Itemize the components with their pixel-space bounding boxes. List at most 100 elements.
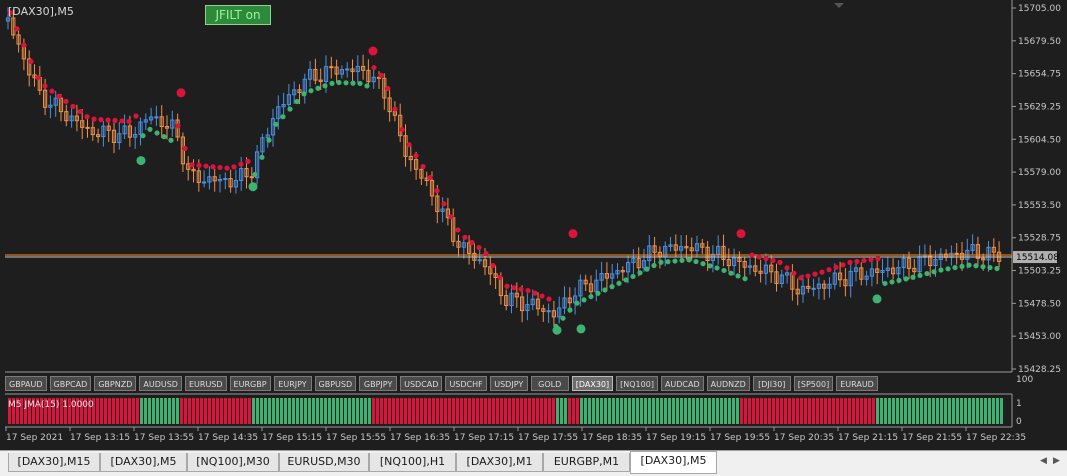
trend-dot [525,288,531,294]
trend-dot [427,174,433,181]
indicator-bar [244,398,247,424]
symbol-button[interactable]: [DJI30] [752,376,791,391]
candle-body [212,176,217,182]
chart-tab[interactable]: [NQ100],H1 [369,453,456,472]
indicator-bar [164,398,167,424]
indicator-bar [508,398,511,424]
symbol-button[interactable]: GBPAUD [5,376,47,391]
candle-body [827,283,832,289]
tab-scroll-left-icon[interactable]: ◀ [1040,456,1047,466]
chart-tab[interactable]: [DAX30],M1 [456,453,543,472]
symbol-button[interactable]: EURGBP [229,376,271,391]
chart-tab[interactable]: [DAX30],M5 [630,451,717,474]
chart-tab[interactable]: EURUSD,M30 [279,453,369,472]
trend-dot [518,286,524,292]
candle-body [509,292,514,307]
indicator-bar [448,398,451,424]
candle-body [419,168,424,179]
trend-dot [182,145,188,152]
candle-body [588,283,594,293]
indicator-bar [892,398,895,424]
candle-body [620,270,625,273]
indicator-bar [856,398,859,424]
indicator-bar [692,398,695,424]
symbol-button[interactable]: EURAUD [836,376,878,391]
indicator-bar [940,398,943,424]
candle-body [482,259,488,268]
symbol-button[interactable]: EURJPY [273,376,312,391]
jfilt-toggle-button[interactable]: JFILT on [205,5,271,25]
chart-tab[interactable]: [NQ100],M30 [187,453,279,472]
chart-tab[interactable]: [DAX30],M15 [8,453,100,472]
candle-body [48,104,53,108]
indicator-bar [728,398,731,424]
indicator-bar [868,398,871,424]
symbol-button[interactable]: GBPUSD [314,376,357,391]
candle-body [726,259,731,267]
symbol-button[interactable]: AUDNZD [706,376,750,391]
indicator-bar [552,398,555,424]
indicator-bar [532,398,535,424]
trend-dot [833,264,839,270]
trend-dot [658,259,664,265]
trend-dot [371,64,377,71]
indicator-bar [964,398,967,424]
indicator-bar [896,398,899,424]
candle-body [541,308,546,312]
symbol-button[interactable]: USDJPY [489,376,528,391]
indicator-bar [720,398,723,424]
tab-scroll-right-icon[interactable]: ▶ [1053,456,1060,466]
symbol-button[interactable]: [NQ100] [616,376,658,391]
symbol-button[interactable]: EURUSD [184,376,227,391]
symbol-button[interactable]: AUDCAD [660,376,704,391]
signal-dot [136,156,146,166]
chart-tab[interactable]: [DAX30],M5 [100,453,187,472]
candle-body [202,181,207,184]
chart-canvas[interactable]: 15705.00 15679.50 15654.75 15629.25 15604.50… [0,0,1067,450]
trend-dot [511,285,517,291]
candle-body [652,245,657,253]
symbol-button[interactable]: [SP500] [793,376,834,391]
trend-dot [987,264,993,271]
candle-body [970,244,975,251]
candle-body [297,89,302,93]
symbol-button[interactable]: GBPCAD [49,376,92,391]
time-axis-label: 17 Sep 17:15 [454,433,514,443]
trend-dot [672,258,678,264]
trend-dot [175,123,181,129]
indicator-bar [76,398,79,424]
indicator-bar [248,398,251,424]
candle-body [16,34,21,45]
candle-body [101,125,106,138]
indicator-bar [652,398,655,424]
candle-body [546,310,551,313]
indicator-bar [316,398,319,424]
candle-body [90,127,95,136]
trend-dot [847,259,853,265]
symbol-button[interactable]: GBPNZD [94,376,137,391]
symbol-button[interactable]: USDCAD [400,376,443,391]
trend-dot [819,269,825,275]
symbol-button[interactable]: [DAX30] [571,376,614,391]
indicator-scale-label: 0 [1016,417,1022,427]
indicator-bar [544,398,547,424]
symbol-button[interactable]: USDCHF [445,376,487,391]
chart-tab[interactable]: EURGBP,M1 [543,453,630,472]
indicator-bar [704,398,707,424]
indicator-bar [288,398,291,424]
symbol-button[interactable]: AUDUSD [139,376,182,391]
trend-dot [763,256,769,262]
indicator-bar [408,398,411,424]
symbol-button[interactable]: GBPJPY [359,376,398,391]
trend-dot [280,114,286,120]
candle-body [350,68,355,73]
trend-dot [637,270,643,276]
indicator-bar [204,398,207,424]
indicator-bar [468,398,471,424]
chart-window[interactable]: 15705.00 15679.50 15654.75 15629.25 15604.50… [0,0,1067,450]
trend-dot [42,83,48,89]
indicator-bar [280,398,283,424]
symbol-button[interactable]: GOLD [530,376,569,391]
indicator-bar [580,398,583,424]
trend-dot [168,137,174,143]
